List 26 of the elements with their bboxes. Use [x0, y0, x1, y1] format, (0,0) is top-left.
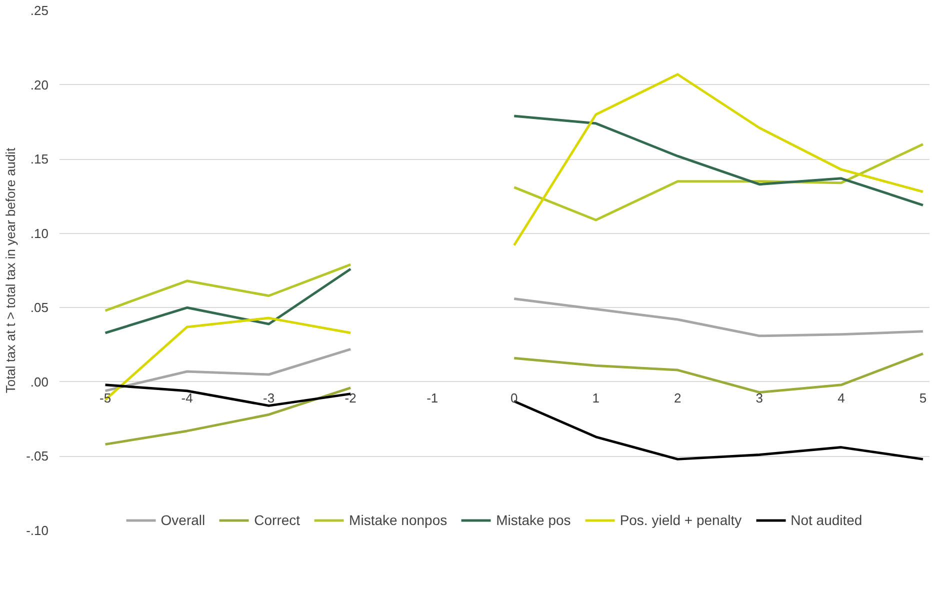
legend-label: Not audited — [790, 512, 862, 528]
x-tick-label: 4 — [838, 390, 845, 406]
y-tick-label: .05 — [30, 300, 49, 316]
y-tick-label: -.10 — [26, 523, 49, 538]
legend-label: Overall — [160, 512, 206, 528]
x-tick-label: 2 — [674, 390, 682, 406]
x-tick-label: 5 — [919, 390, 927, 406]
legend-label: Correct — [254, 512, 300, 528]
y-tick-label: .25 — [30, 3, 49, 18]
x-tick-label: -3 — [263, 390, 275, 406]
x-tick-label: 0 — [510, 390, 518, 406]
legend-label: Mistake pos — [496, 512, 571, 528]
x-tick-label: 3 — [756, 390, 764, 406]
y-tick-label: .15 — [30, 152, 49, 167]
x-tick-label: -2 — [344, 390, 356, 406]
legend-label: Mistake nonpos — [349, 512, 448, 528]
y-tick-label: .20 — [30, 77, 49, 92]
y-tick-label: -.05 — [26, 448, 49, 464]
y-axis-title: Total tax at t > total tax in year before audit — [3, 147, 18, 394]
x-tick-label: -4 — [181, 390, 193, 406]
y-tick-label: .00 — [30, 374, 49, 390]
x-tick-label: -1 — [426, 390, 438, 406]
x-tick-label: -5 — [100, 390, 112, 406]
legend-label: Pos. yield + penalty — [620, 512, 742, 528]
x-tick-label: 1 — [592, 390, 600, 406]
y-tick-label: .10 — [30, 226, 49, 241]
